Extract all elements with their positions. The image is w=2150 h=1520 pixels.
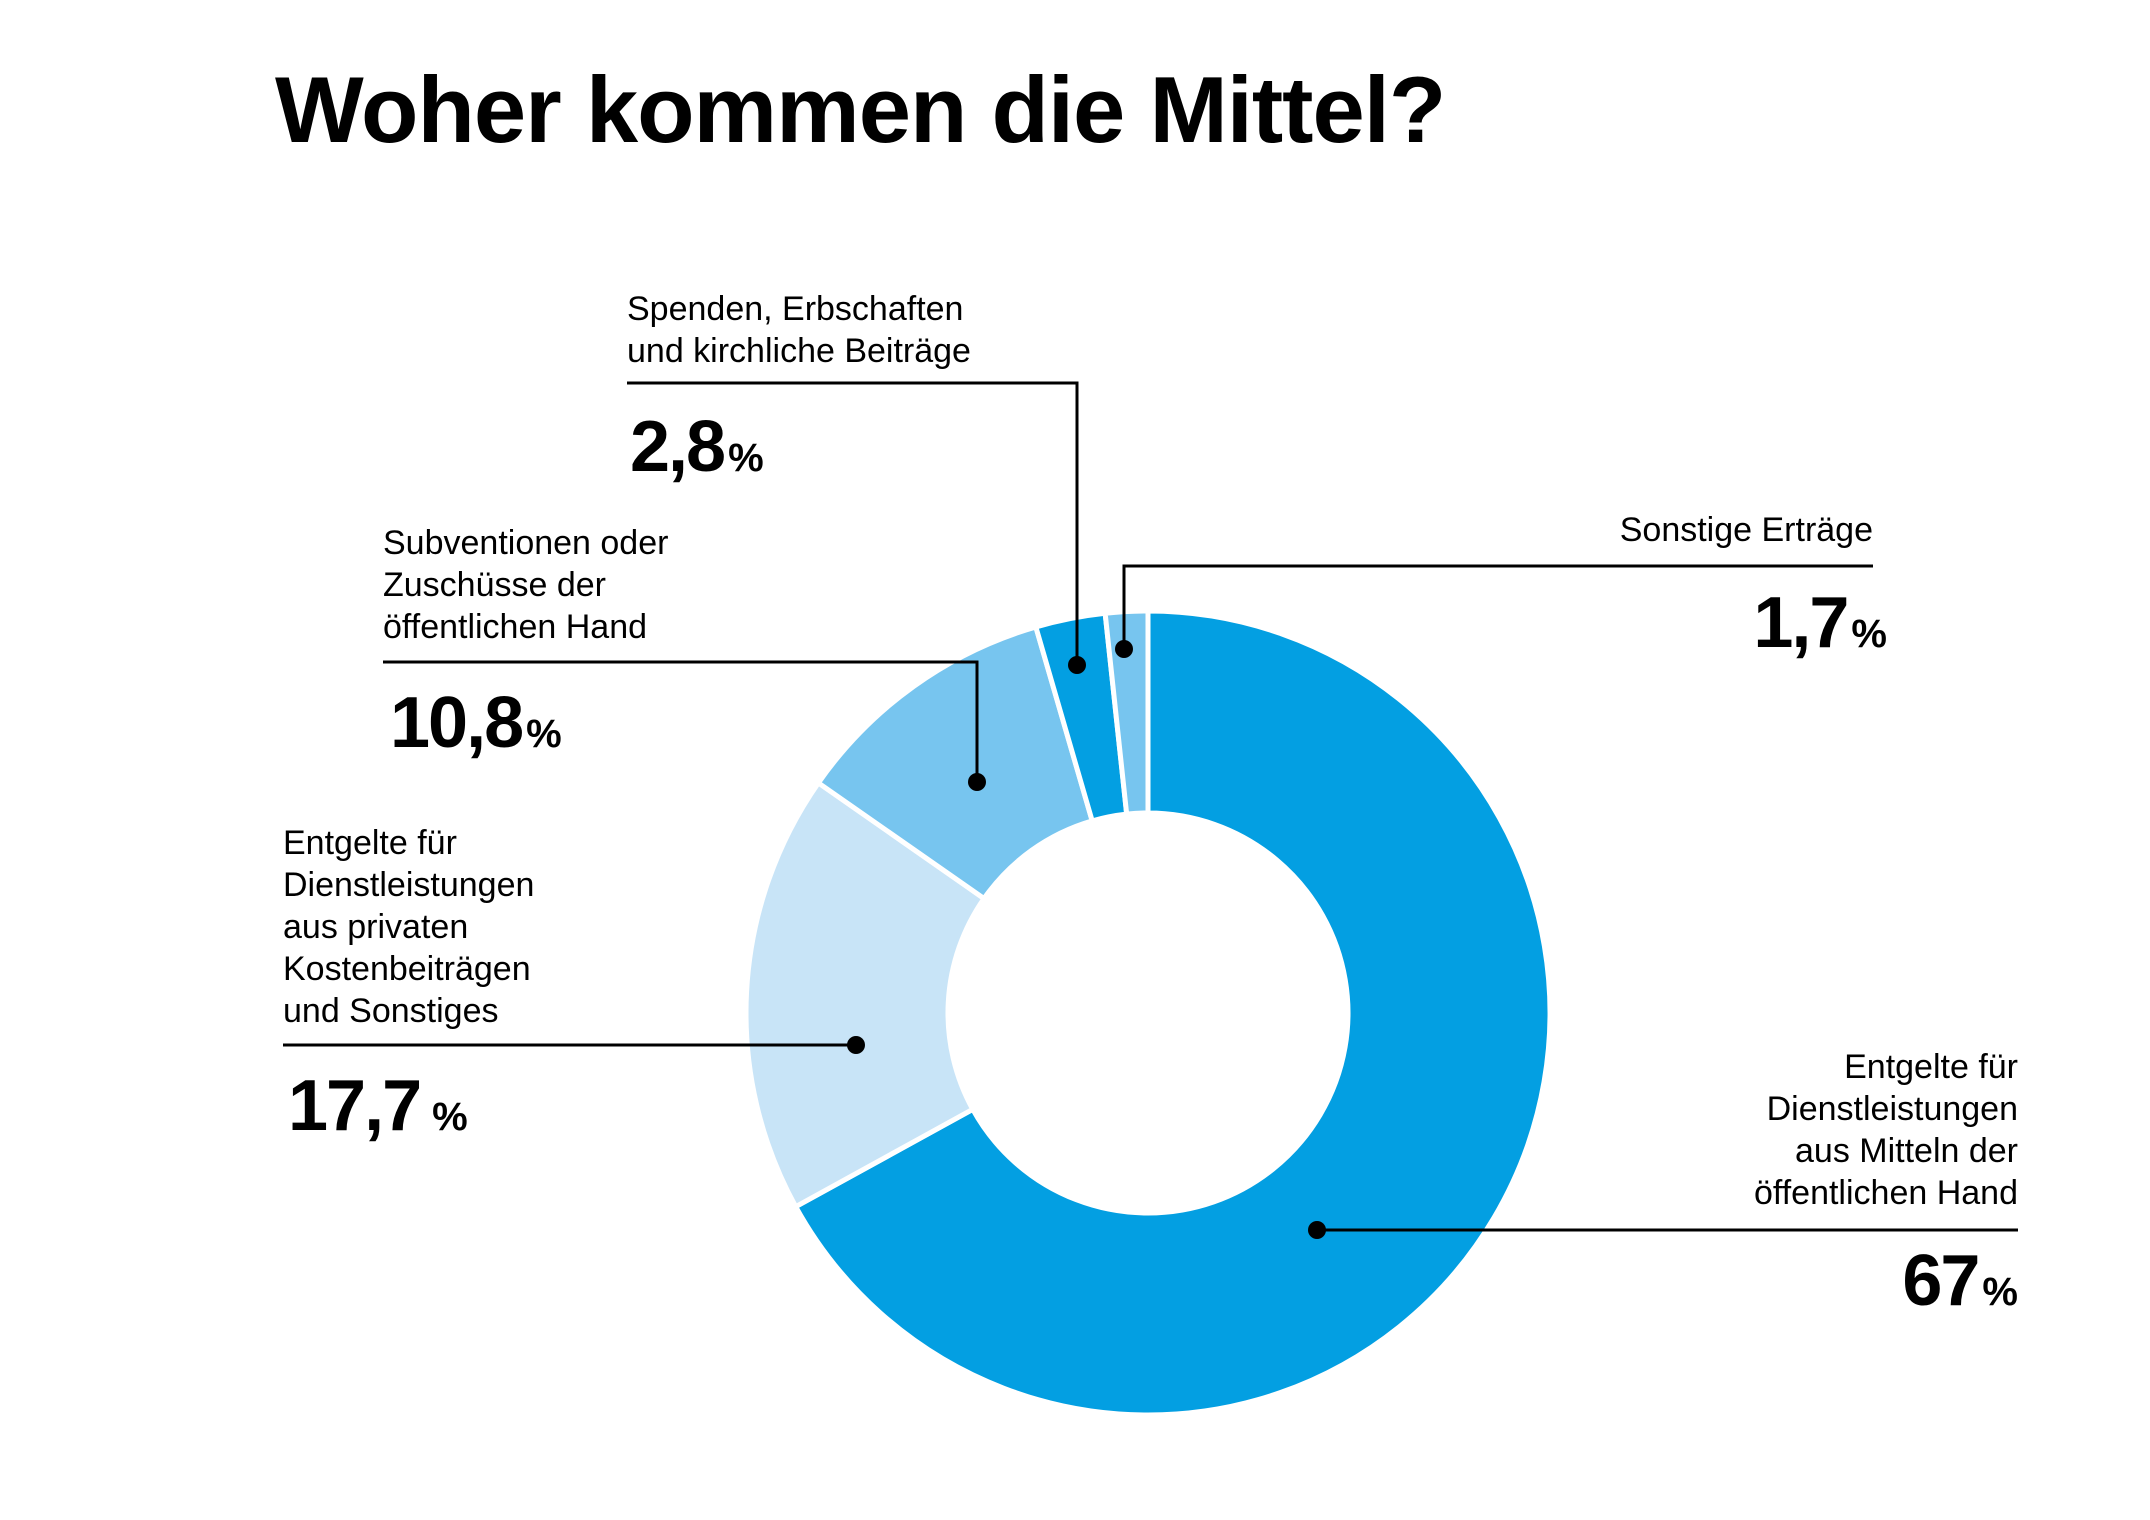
slice-label-subsidies: Subventionen oder Zuschüsse der öffentli… [383,524,669,646]
leader-lines [283,381,2018,1239]
slice-label-donations: Spenden, Erbschaften und kirchliche Beit… [627,290,971,370]
slice-other-income [1102,608,1151,817]
value-unit: % [728,436,764,480]
value-unit: % [1851,612,1887,656]
slice-value-public-services: 67% [1718,1245,2018,1317]
leader-subsidies [383,660,979,782]
slice-private-services [743,779,988,1211]
slice-public-services [792,608,1553,1418]
leader-other-income [1122,564,1873,649]
marker-donations [1068,656,1086,674]
chart-title: Woher kommen die Mittel? [275,57,1446,162]
slice-label-private-services: Entgelte für Dienstleistungen aus privat… [283,824,535,1030]
value-number: 2,8 [630,407,726,487]
value-unit: % [432,1095,468,1139]
marker-other-income [1115,640,1133,658]
marker-public-services [1308,1221,1326,1239]
value-unit: % [1982,1270,2018,1314]
slice-value-other-income: 1,7% [1587,587,1887,659]
slice-value-subsidies: 10,8% [390,687,562,759]
value-number: 10,8 [390,683,524,763]
slice-group [743,608,1553,1418]
slice-subsidies [814,623,1096,902]
marker-subsidies [968,773,986,791]
leader-donations [627,381,1079,665]
slice-value-donations: 2,8% [630,411,764,483]
value-number: 67 [1902,1241,1980,1321]
marker-private-services [847,1036,865,1054]
value-number: 1,7 [1753,583,1849,663]
slice-value-private-services: 17,7% [288,1070,468,1142]
value-unit: % [526,712,562,756]
slice-label-public-services: Entgelte für Dienstleistungen aus Mittel… [1753,1048,2018,1212]
value-number: 17,7 [288,1066,422,1146]
slice-label-other-income: Sonstige Erträge [1619,511,1873,549]
